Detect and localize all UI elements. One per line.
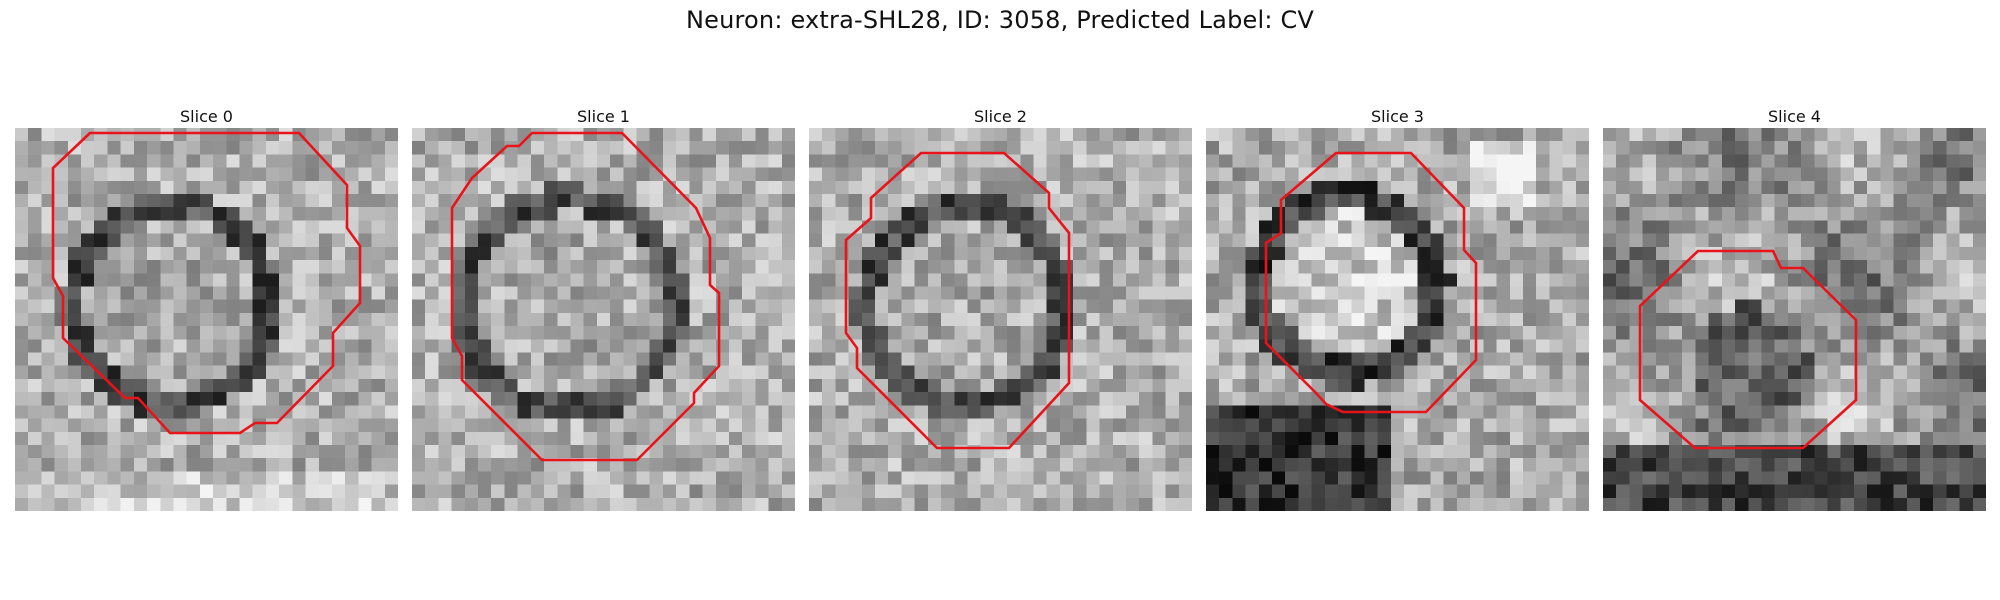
neuron-outline <box>450 131 721 462</box>
neuron-outline <box>1638 249 1858 450</box>
em-slice-image <box>412 128 795 511</box>
slice-pixels <box>809 128 1192 511</box>
slice-pixels <box>15 128 398 511</box>
slice-panel-0: Slice 0 <box>15 106 398 511</box>
em-slice-image <box>809 128 1192 511</box>
slice-panel-4: Slice 4 <box>1603 106 1986 511</box>
slice-panel-3: Slice 3 <box>1206 106 1589 511</box>
slice-pixels <box>1206 128 1589 511</box>
slice-title: Slice 0 <box>180 107 233 126</box>
slice-panel-2: Slice 2 <box>809 106 1192 511</box>
slice-pixels <box>1603 128 1986 511</box>
neuron-outline <box>1264 151 1478 414</box>
em-slice-image <box>15 128 398 511</box>
em-slice-image <box>1206 128 1589 511</box>
slice-panel-1: Slice 1 <box>412 106 795 511</box>
em-slice-image <box>1603 128 1986 511</box>
neuron-outline <box>844 151 1071 450</box>
neuron-outline <box>51 131 362 435</box>
slice-title: Slice 1 <box>577 107 630 126</box>
slice-title: Slice 4 <box>1768 107 1821 126</box>
slice-title: Slice 2 <box>974 107 1027 126</box>
slice-pixels <box>412 128 795 511</box>
figure-title: Neuron: extra-SHL28, ID: 3058, Predicted… <box>685 6 1315 34</box>
slice-title: Slice 3 <box>1371 107 1424 126</box>
